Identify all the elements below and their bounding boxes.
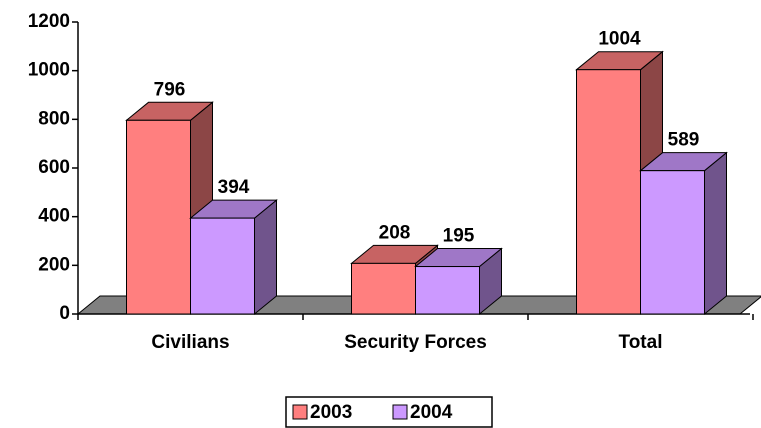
value-label: 589: [668, 130, 700, 151]
y-tick-label: 400: [38, 206, 70, 227]
value-label: 195: [443, 226, 475, 247]
bar: [190, 217, 255, 315]
x-tick-label: Total: [619, 332, 663, 353]
y-tick-label: 200: [38, 254, 70, 275]
value-label: 796: [154, 79, 186, 100]
y-tick-label: 0: [59, 303, 70, 324]
legend-swatch: [292, 404, 308, 420]
bar: [126, 119, 191, 315]
bar-side: [254, 199, 277, 316]
bar: [576, 69, 641, 315]
legend-swatch: [392, 404, 408, 420]
x-tick-label: Civilians: [151, 332, 229, 353]
legend-label: 2003: [310, 402, 352, 423]
y-tick-label: 600: [38, 157, 70, 178]
value-label: 208: [379, 222, 411, 243]
bar: [640, 170, 705, 315]
y-tick-label: 800: [38, 108, 70, 129]
y-tick-label: 1200: [28, 11, 70, 32]
x-tick-label: Security Forces: [344, 332, 487, 353]
legend-label: 2004: [410, 402, 453, 423]
y-tick-label: 1000: [28, 60, 70, 81]
bar: [415, 266, 480, 315]
bar: [351, 262, 416, 315]
value-label: 1004: [598, 29, 641, 50]
value-label: 394: [218, 177, 250, 198]
legend: 2003 2004: [285, 396, 493, 428]
legend-box: [285, 396, 493, 428]
bar-side: [704, 151, 727, 316]
